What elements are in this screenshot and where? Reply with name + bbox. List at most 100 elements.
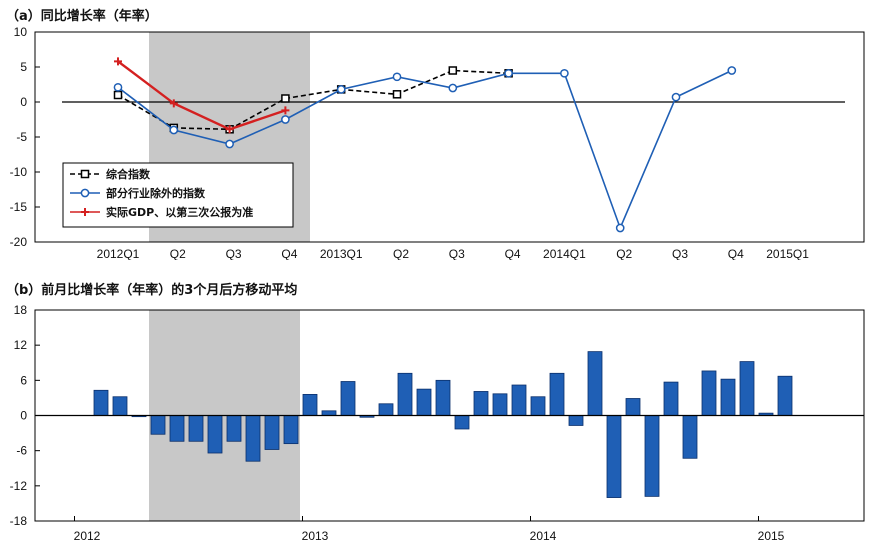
chart-a-point-circle (169, 125, 179, 135)
chart-b-xtick-label: 2015 (758, 529, 785, 543)
chart-a-point-square (448, 66, 458, 75)
chart-b-bar (682, 415, 698, 459)
chart-a-ytick-label: 10 (14, 25, 28, 39)
chart-b-ytick-label: -6 (16, 444, 27, 458)
chart-a-xtick-label: Q3 (672, 247, 688, 260)
chart-a-point-circle (448, 83, 458, 93)
chart-a-ytick-label: -15 (10, 200, 28, 214)
chart-b-bar (245, 415, 261, 462)
chart-a-point-square (281, 94, 290, 103)
chart-a-legend-marker (81, 208, 89, 216)
chart-b-mom-moving-average: （b）前月比增长率（年率）的3个月后方移动平均 18 12 6 0 -6 -12 -18 201… (6, 282, 865, 543)
chart-b-bar (112, 396, 128, 416)
chart-a-point-plus (169, 99, 178, 108)
chart-a-point-plus (225, 125, 234, 134)
chart-a-legend-box (62, 162, 294, 228)
chart-a-point-circle (336, 85, 346, 94)
chart-a-series-line-2 (117, 60, 286, 131)
chart-b-ytick-label: 0 (20, 409, 27, 423)
chart-a-xtick-label: Q3 (226, 247, 242, 260)
chart-b-bar (663, 381, 679, 416)
chart-a-legend-marker (80, 169, 90, 179)
chart-a-point-circle (671, 92, 681, 102)
chart-a-xtick-label: 2014Q1 (543, 247, 586, 260)
chart-b-bar (549, 372, 565, 416)
chart-b-xtick-label: 2012 (74, 529, 101, 543)
chart-b-xtick-label: 2013 (302, 529, 329, 543)
chart-b-ytick-label: -18 (10, 514, 28, 528)
chart-a-point-circle (392, 72, 402, 82)
chart-a-ytick-label: -5 (16, 130, 27, 144)
chart-a-xtick-label: Q2 (170, 247, 186, 260)
chart-a-point-circle (113, 82, 123, 92)
chart-b-bar (207, 415, 223, 454)
chart-a-legend-marker (80, 188, 90, 198)
chart-b-bar (454, 415, 470, 430)
chart-a-xtick-label: Q4 (281, 247, 297, 260)
chart-a-xtick-label: Q3 (449, 247, 465, 260)
chart-a-ytick-label: -10 (10, 165, 28, 179)
chart-b-bar (492, 393, 508, 416)
chart-a-xtick-label: Q2 (393, 247, 409, 260)
chart-a-series-line-0 (117, 69, 509, 131)
chart-a-point-plus (281, 106, 290, 115)
chart-b-bar (644, 415, 660, 497)
chart-b-ytick-label: 18 (14, 303, 28, 317)
chart-a-point-circle (225, 139, 234, 149)
chart-a-point-square (392, 90, 402, 99)
chart-b-bar (264, 415, 280, 450)
chart-b-bar (473, 391, 489, 416)
chart-b-bar (625, 398, 641, 416)
chart-b-ytick-label: -12 (10, 479, 28, 493)
chart-a-point-circle (560, 68, 569, 78)
chart-b-ytick-label: 6 (20, 373, 27, 387)
chart-a-ytick-label: -20 (10, 235, 28, 249)
chart-a-yoy-growth: （a）同比增长率（年率）10 5 0 -5 -10 -15 -20 2012Q1 Q2 Q3 Q4 2… (6, 8, 865, 260)
chart-a-xtick-label: Q4 (728, 247, 744, 260)
chart-a-point-circle (504, 68, 513, 78)
chart-a-legend-label: 实际GDP、以第三次公报为准 (106, 205, 253, 219)
chart-a-xtick-label: Q2 (616, 247, 632, 260)
chart-b-bar (340, 381, 356, 416)
chart-b-bar (93, 389, 109, 416)
chart-a-title: （a）同比增长率（年率） (6, 8, 158, 24)
chart-b-bar (283, 415, 299, 445)
chart-a-point-square (113, 90, 123, 100)
chart-b-bar (739, 361, 755, 416)
chart-b-bar (188, 415, 204, 442)
chart-b-xtick-label: 2014 (530, 529, 557, 543)
chart-b-bar (150, 415, 166, 435)
chart-a-xtick-label: 2013Q1 (320, 247, 363, 260)
chart-b-bar (397, 372, 413, 416)
chart-a-legend-label: 综合指数 (106, 167, 151, 181)
chart-a-point-plus (114, 57, 122, 66)
chart-a-xtick-label: 2015Q1 (766, 247, 809, 260)
chart-b-bar (606, 415, 622, 498)
chart-b-bar (302, 393, 318, 416)
chart-a-xtick-label: 2012Q1 (97, 247, 140, 260)
chart-b-bar (777, 375, 793, 416)
chart-b-bar (226, 415, 242, 442)
chart-b-bar (435, 379, 451, 416)
chart-a-point-circle (615, 223, 625, 233)
chart-b-bar (511, 384, 527, 416)
chart-b-bar (530, 396, 546, 416)
chart-a-xtick-label: Q4 (505, 247, 521, 260)
chart-b-bar (701, 370, 717, 416)
chart-a-ytick-label: 0 (20, 95, 27, 109)
chart-b-bar (321, 410, 337, 416)
chart-b-ytick-label: 12 (14, 338, 28, 352)
chart-a-ytick-label: 5 (20, 60, 27, 74)
chart-b-bar (378, 403, 394, 416)
chart-b-bar (587, 351, 603, 416)
chart-a-legend-label: 部分行业除外的指数 (106, 186, 206, 200)
chart-b-bar (416, 388, 432, 416)
chart-b-bar (720, 378, 736, 416)
chart-b-bar (169, 415, 185, 442)
chart-a-point-circle (727, 66, 737, 75)
chart-b-title: （b）前月比增长率（年率）的3个月后方移动平均 (6, 282, 297, 298)
chart-b-bar (568, 415, 584, 426)
chart-a-point-circle (281, 115, 290, 124)
